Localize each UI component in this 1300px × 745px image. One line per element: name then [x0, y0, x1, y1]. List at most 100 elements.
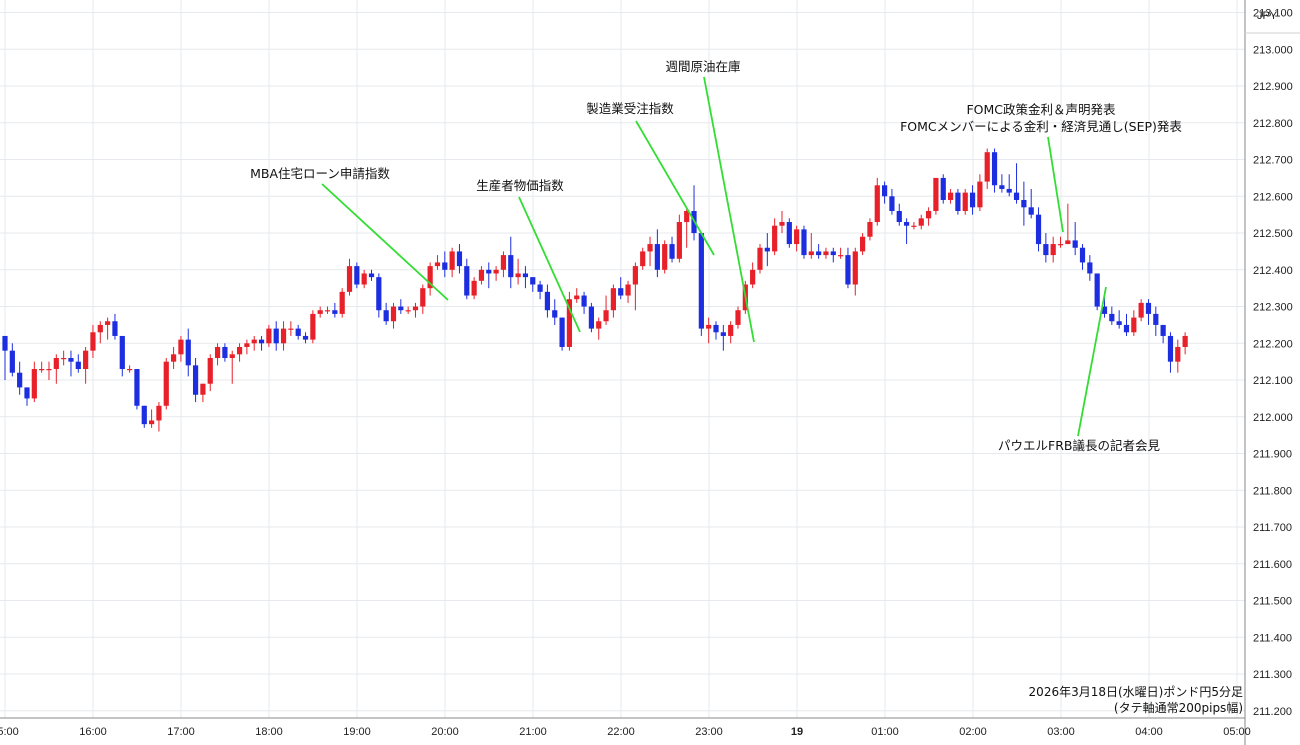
- candle: [97, 321, 103, 344]
- candle-body: [581, 295, 587, 307]
- candle: [706, 317, 712, 344]
- candle-body: [508, 255, 514, 278]
- candle-body: [127, 369, 133, 371]
- candle: [984, 148, 990, 189]
- candle-body: [940, 177, 946, 200]
- candle-body: [200, 383, 206, 395]
- candle-body: [537, 284, 543, 292]
- candle-body: [647, 244, 653, 252]
- candle: [947, 188, 954, 204]
- candle-body: [1050, 244, 1056, 256]
- candle: [442, 251, 448, 278]
- y-tick-label: 212.400: [1253, 265, 1293, 277]
- y-tick-label: 212.000: [1253, 412, 1293, 424]
- candle-body: [530, 277, 536, 285]
- candle: [559, 317, 565, 351]
- candle-body: [368, 273, 375, 278]
- candle-body: [640, 251, 646, 267]
- candle: [332, 302, 338, 318]
- candle-body: [412, 306, 419, 311]
- candle-body: [75, 361, 81, 370]
- candle: [405, 306, 411, 314]
- candle: [552, 299, 558, 325]
- candle-body: [625, 284, 631, 296]
- candle-body: [852, 251, 858, 285]
- candle: [1043, 233, 1049, 263]
- candle: [1138, 299, 1144, 322]
- candle: [654, 229, 660, 278]
- candle: [823, 247, 829, 259]
- candle: [1145, 299, 1152, 325]
- candle-body: [1160, 324, 1166, 336]
- candle: [244, 339, 250, 355]
- candle-body: [134, 369, 140, 406]
- candle-body: [1079, 247, 1086, 263]
- candle-body: [339, 291, 345, 314]
- x-tick-label: 19: [791, 726, 803, 738]
- candle: [574, 288, 580, 303]
- y-tick-label: 211.600: [1253, 559, 1292, 571]
- candle-body: [31, 369, 37, 399]
- x-tick-label: 01:00: [871, 726, 899, 738]
- candle-body: [17, 372, 23, 388]
- candle: [867, 218, 873, 241]
- candle-body: [214, 346, 221, 358]
- candle: [537, 280, 543, 300]
- candle-body: [324, 310, 331, 312]
- candle: [1079, 244, 1086, 270]
- annotation-label-line2: FOMCメンバーによる金利・経済見通し(SEP)発表: [900, 119, 1182, 134]
- candle-body: [2, 335, 8, 351]
- candle: [31, 361, 37, 403]
- annotation-pointer: [1077, 286, 1107, 437]
- candle-body: [574, 295, 580, 300]
- candle: [1094, 273, 1100, 311]
- candle: [662, 240, 668, 274]
- candle: [999, 174, 1005, 193]
- candle: [207, 354, 213, 392]
- candle: [728, 321, 734, 344]
- candle: [324, 306, 331, 314]
- candle-body: [376, 277, 382, 311]
- annotation-pointer: [321, 183, 449, 301]
- candle-body: [1123, 324, 1130, 333]
- candle-body: [669, 244, 675, 259]
- candle-body: [332, 310, 338, 314]
- candle: [149, 409, 155, 428]
- candle: [83, 346, 89, 384]
- candle-body: [317, 310, 323, 314]
- candle-body: [427, 266, 433, 289]
- candle-body: [39, 369, 45, 371]
- candle: [757, 244, 763, 274]
- candle-body: [903, 222, 910, 226]
- candle: [493, 266, 499, 281]
- candle-body: [955, 192, 961, 211]
- annotation: 製造業受注指数: [586, 101, 715, 256]
- x-tick-label: 15:00: [0, 726, 19, 738]
- annotation-label: 週間原油在庫: [665, 59, 740, 74]
- candle-body: [911, 225, 917, 227]
- y-tick-label: 211.700: [1253, 522, 1292, 534]
- candle: [376, 273, 382, 318]
- candle: [317, 306, 323, 318]
- candle: [456, 244, 463, 274]
- candle-body: [1057, 244, 1064, 246]
- candle-body: [1094, 273, 1100, 307]
- candle-body: [24, 387, 30, 399]
- candle-body: [867, 222, 873, 237]
- candle-body: [1072, 240, 1078, 248]
- candle: [1167, 332, 1174, 373]
- candle-body: [90, 332, 96, 351]
- candle: [515, 258, 521, 285]
- candle: [801, 225, 807, 259]
- candle-body: [149, 420, 155, 425]
- candle: [354, 262, 360, 289]
- annotation: MBA住宅ローン申請指数: [250, 166, 449, 301]
- chart-caption-line2: (タテ軸通常200pips幅): [1114, 700, 1243, 715]
- candle-body: [1116, 321, 1122, 325]
- candle-body: [449, 251, 455, 270]
- candle: [669, 236, 675, 263]
- candle: [955, 188, 961, 215]
- y-tick-label: 212.100: [1253, 375, 1293, 387]
- candle-body: [698, 233, 704, 329]
- candle: [266, 324, 272, 347]
